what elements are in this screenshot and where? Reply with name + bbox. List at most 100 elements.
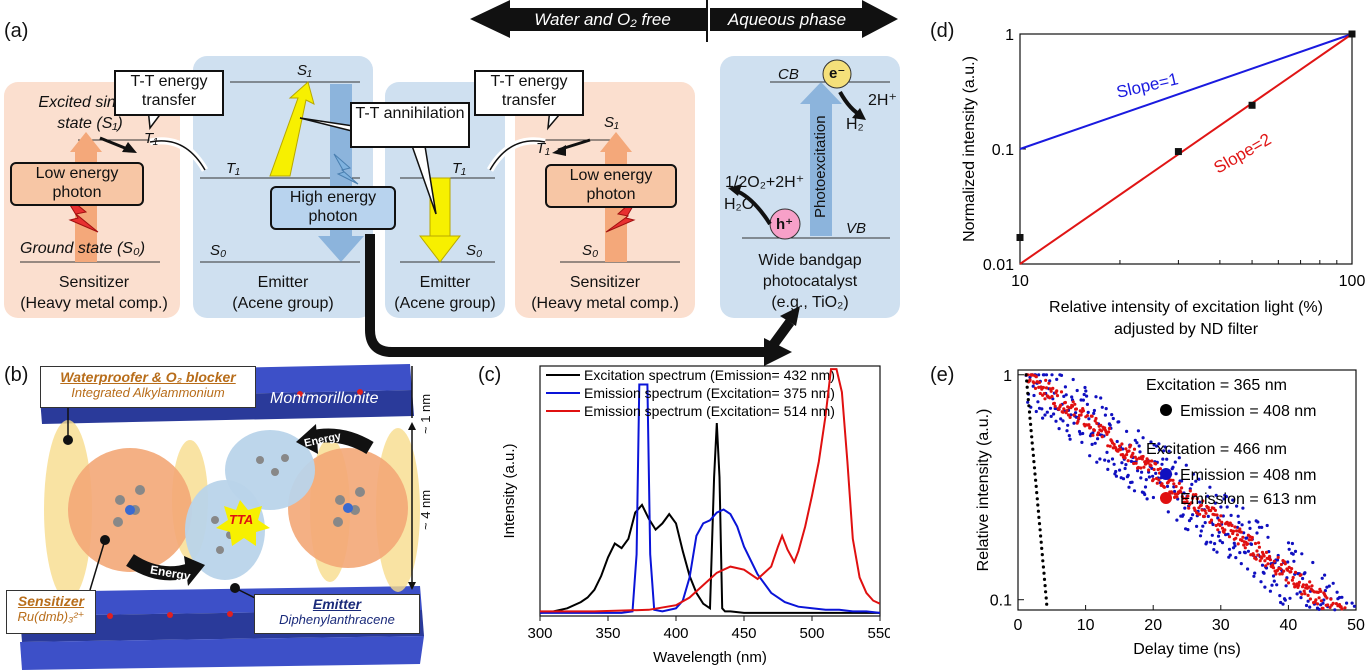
data-point-e-0: [1025, 379, 1029, 383]
data-point-e-1: [1311, 560, 1315, 565]
data-point-e-1: [1233, 544, 1237, 548]
data-point-e-1: [1246, 549, 1250, 553]
emitter-caption-right: Emitter (Acene group): [394, 274, 496, 312]
emitter-callout: Emitter Diphenylanthracene: [254, 594, 420, 634]
legend-label-c-2: Emission spectrum (Excitation= 514 nm): [584, 403, 835, 419]
legend-marker-e-1: [1160, 468, 1172, 480]
data-point-e-1: [1216, 534, 1221, 538]
data-point-e-1: [1165, 457, 1169, 461]
data-point-e-1: [1331, 581, 1335, 585]
data-point-e-2: [1317, 596, 1321, 600]
data-point-e-2: [1120, 442, 1124, 446]
data-point-e-2: [1095, 421, 1099, 425]
data-point-e-2: [1300, 592, 1304, 596]
data-point-e-1: [1340, 595, 1344, 599]
data-point-e-2: [1278, 572, 1282, 576]
data-point-e-1: [1231, 498, 1235, 502]
tt-annihilation-box: T-T annihilation: [350, 102, 470, 148]
data-point-e-2: [1073, 402, 1077, 406]
chart-d: 10 100 0.01 0.1 1 Relative intensity of excit…: [961, 27, 1365, 338]
data-point-e-1: [1222, 497, 1226, 501]
data-point-e-2: [1256, 553, 1260, 557]
data-point-e-1: [1350, 601, 1354, 605]
data-point-e-2: [1118, 448, 1122, 452]
data-point-e-2: [1191, 496, 1195, 500]
data-point-e-1: [1321, 601, 1325, 605]
data-point-e-1: [1111, 416, 1115, 421]
data-point-e-0: [1041, 565, 1045, 569]
x-tick-label-c: 300: [527, 625, 552, 642]
h2o-label: H₂O: [724, 196, 755, 213]
s1-right-label: S₁: [604, 114, 619, 131]
data-point-e-1: [1270, 583, 1274, 587]
data-point-e-2: [1329, 597, 1333, 601]
data-point-e-1: [1173, 489, 1177, 494]
data-point-e-1: [1140, 470, 1144, 474]
data-point-e-1: [1072, 421, 1076, 425]
t1-left-label: T₁: [144, 130, 158, 147]
data-point-e-1: [1181, 513, 1185, 517]
legend-label-e-1: Emission = 408 nm: [1180, 467, 1317, 484]
data-point-e-1: [1087, 417, 1091, 421]
data-point-e-1: [1175, 518, 1179, 522]
data-point-e-2: [1266, 562, 1270, 566]
data-point-e-2: [1328, 605, 1332, 609]
data-point-e-2: [1143, 462, 1148, 466]
data-point-e-2: [1180, 486, 1184, 490]
data-point-e-1: [1212, 548, 1216, 552]
data-point-e-2: [1132, 447, 1137, 451]
data-point-e-1: [1048, 406, 1053, 410]
data-point-e-1: [1224, 533, 1228, 537]
data-point-e-2: [1292, 582, 1296, 586]
data-point-e-2: [1047, 381, 1051, 385]
x-tick-label-e: 0: [1014, 617, 1023, 634]
data-point-e-2: [1258, 559, 1262, 563]
data-point-e-2: [1139, 466, 1143, 470]
data-point-e-2: [1208, 520, 1212, 524]
data-point-e-1: [1266, 535, 1270, 539]
data-point-e-2: [1147, 459, 1151, 463]
data-point-e-2: [1217, 518, 1221, 522]
data-point-e-2: [1282, 569, 1286, 573]
cb-label: CB: [778, 66, 799, 83]
data-point-e-1: [1271, 574, 1276, 578]
data-point-e-1: [1265, 523, 1269, 528]
data-point-e-0: [1031, 447, 1035, 451]
data-point-e-1: [1078, 432, 1082, 436]
data-point-e-1: [1083, 385, 1087, 390]
data-point-e-2: [1252, 553, 1256, 557]
data-point-e-2: [1041, 385, 1045, 390]
data-point-e-2: [1306, 593, 1310, 597]
data-point-e-2: [1107, 426, 1111, 431]
water-o2-free-label: Water and O₂ free: [534, 10, 671, 29]
data-point-e-2: [1173, 492, 1177, 496]
data-point-e-1: [1288, 596, 1292, 600]
data-point-e-1: [1137, 444, 1141, 448]
data-point-e-1: [1235, 504, 1239, 508]
data-point-e-1: [1136, 469, 1140, 473]
data-point-e-0: [1024, 373, 1028, 377]
data-point-e-2: [1203, 509, 1207, 513]
data-point-e-2: [1220, 520, 1224, 524]
data-point-e-2: [1195, 497, 1199, 501]
y-tick-label-e: 1: [1003, 368, 1012, 385]
data-point-e-1: [1183, 506, 1187, 510]
data-point-e-1: [1125, 429, 1129, 433]
x-axis-label-d: Relative intensity of excitation light (…: [1049, 299, 1323, 316]
x-tick-label-d: 10: [1011, 273, 1029, 290]
data-point-e-2: [1301, 583, 1305, 587]
data-point-e-2: [1255, 549, 1259, 553]
data-point-e-0: [1033, 472, 1037, 476]
data-point-e-1: [1198, 534, 1203, 538]
electron-label: e⁻: [829, 65, 846, 82]
data-point-e-1: [1144, 478, 1148, 482]
data-point-e-0: [1043, 584, 1047, 588]
data-point-e-0: [1025, 385, 1029, 389]
data-point-e-2: [1038, 391, 1042, 396]
data-point-e-2: [1321, 606, 1325, 610]
data-point-e-2: [1216, 528, 1220, 532]
alkylammonium-label: Integrated Alkylammonium: [71, 385, 225, 400]
data-point-e-1: [1234, 556, 1238, 560]
data-point-e-0: [1030, 435, 1034, 439]
data-point-e-2: [1124, 447, 1128, 451]
